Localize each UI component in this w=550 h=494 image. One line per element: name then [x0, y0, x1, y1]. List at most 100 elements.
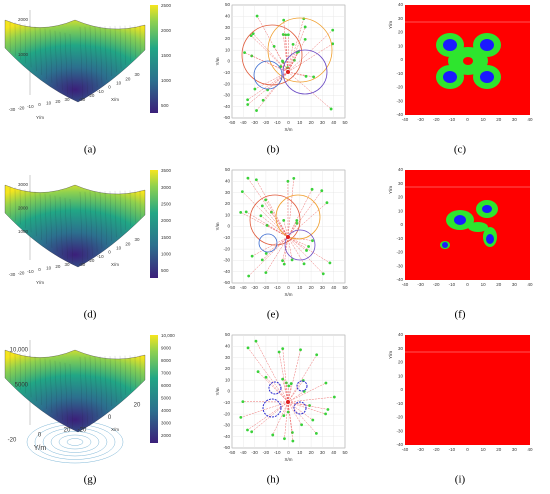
mesh [64, 197, 68, 260]
x-axis-label: X/m [284, 457, 292, 462]
node [321, 272, 325, 276]
node [304, 74, 308, 78]
x-tick-label: -50 [229, 285, 236, 290]
x-tick-label: 40 [527, 282, 533, 287]
x-tick-label: 0 [466, 117, 469, 122]
x-tick-label: -10 [274, 120, 281, 125]
mesh [94, 191, 98, 253]
mesh [29, 25, 32, 68]
y-tick-label: 0 [38, 433, 42, 439]
node [307, 245, 310, 248]
y-tick-label: -30 [223, 423, 230, 428]
x-tick-label: -10 [449, 117, 456, 122]
colorbar-tick-label: 500 [161, 268, 169, 273]
x-tick-label: -10 [274, 285, 281, 290]
colorbar-tick-label: 8000 [161, 358, 172, 363]
range-circle [268, 381, 282, 395]
mesh [89, 191, 93, 256]
mesh [114, 355, 117, 403]
node [246, 428, 249, 432]
node [264, 252, 268, 255]
x-tick-label: -40 [240, 450, 247, 455]
panel-label: (c) [454, 144, 467, 156]
x-tick-label: 30 [134, 72, 140, 77]
y-tick-label: 50 [225, 332, 231, 337]
y-tick-label: 0 [227, 389, 230, 394]
mesh [124, 355, 126, 395]
x-tick-label: 20 [496, 282, 502, 287]
range-circle [258, 233, 278, 253]
node [247, 274, 251, 278]
x-tick-label: 40 [527, 447, 533, 452]
x-tick-label: 40 [331, 450, 337, 455]
node [295, 221, 299, 225]
colorbar-tick-label: 7000 [161, 371, 172, 376]
mesh [104, 191, 107, 245]
x-tick-label: 20 [125, 241, 131, 246]
y-tick-label: -40 [223, 269, 230, 274]
x-tick-label: 20 [309, 285, 315, 290]
x-tick-label: 10 [481, 447, 487, 452]
x-tick-label: 50 [342, 285, 348, 290]
y-tick-label: -40 [396, 277, 403, 282]
link [262, 236, 289, 261]
node [246, 176, 250, 180]
node [255, 14, 259, 18]
colorbar-tick-label: 2500 [161, 202, 172, 207]
colorbar [150, 5, 158, 113]
surface [4, 19, 146, 103]
y-tick-label: -20 [396, 415, 403, 420]
mesh [34, 191, 37, 237]
x-tick-label: 20 [309, 450, 315, 455]
y-axis-label: Y/m [34, 445, 47, 452]
link [287, 202, 328, 238]
link [251, 401, 289, 432]
mesh [114, 25, 117, 73]
y-tick-label: 20 [64, 428, 71, 434]
x-tick-label: 50 [342, 450, 348, 455]
center [286, 235, 290, 239]
link [287, 236, 324, 274]
node [260, 204, 264, 208]
link [242, 191, 289, 238]
x-axis-label: X/m [111, 427, 119, 432]
x-tick-label: 20 [496, 447, 502, 452]
panel-label: (g) [84, 474, 97, 486]
x-tick-label: -30 [251, 120, 258, 125]
y-tick-label: 20 [225, 201, 231, 206]
y-axis-label: Y/m [36, 280, 44, 285]
mesh [84, 26, 88, 95]
x-tick-label: 30 [320, 120, 326, 125]
node [292, 177, 296, 180]
mesh [69, 33, 73, 99]
x-tick-label: 0 [466, 447, 469, 452]
link [253, 33, 289, 73]
y-tick-label: -20 [223, 411, 230, 416]
contour [42, 427, 108, 457]
mesh [59, 196, 63, 256]
z-tick-label: 2000 [18, 206, 29, 211]
link [247, 347, 289, 403]
mesh [124, 25, 126, 65]
hotspot [454, 215, 466, 225]
mesh [39, 192, 42, 241]
y-tick-label: 10 [398, 208, 404, 213]
mesh [94, 356, 98, 418]
range-circle [296, 380, 308, 392]
node [303, 37, 307, 41]
colorbar-tick-label: 2000 [161, 433, 172, 438]
panel-label: (a) [84, 144, 97, 156]
y-tick-label: 10 [398, 43, 404, 48]
y-tick-label: -20 [223, 246, 230, 251]
x-tick-label: 30 [512, 117, 518, 122]
link [265, 377, 289, 403]
y-tick-label: 10 [398, 373, 404, 378]
node [254, 178, 258, 182]
node [314, 431, 318, 435]
link [256, 71, 289, 111]
z-tick-label: 10,000 [10, 348, 29, 354]
range-circle [275, 194, 321, 240]
node [277, 350, 281, 354]
